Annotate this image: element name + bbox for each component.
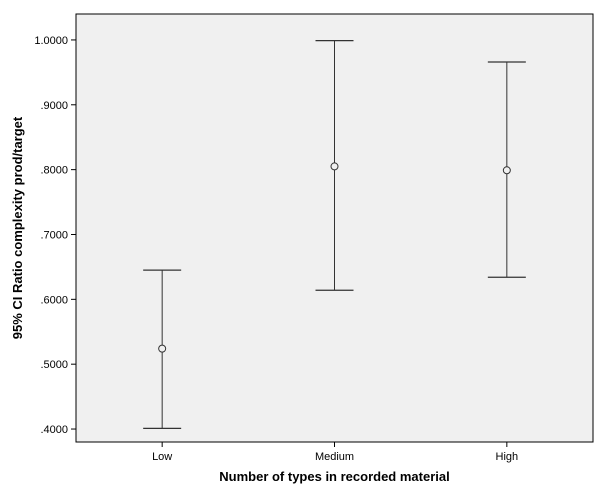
x-axis-title: Number of types in recorded material: [219, 469, 449, 484]
mean-point: [330, 162, 339, 171]
y-tick-label: .8000: [40, 165, 68, 177]
y-tick-label: .4000: [40, 424, 68, 436]
x-tick-label: Medium: [315, 451, 354, 463]
y-tick-label: .7000: [40, 229, 68, 241]
error-bars: [143, 39, 526, 429]
x-tick-label: Low: [152, 451, 172, 463]
x-tick-label: High: [496, 451, 519, 463]
x-axis-ticks: Low Medium High: [152, 442, 518, 463]
y-tick-label: .6000: [40, 294, 68, 306]
y-tick-label: .9000: [40, 100, 68, 112]
y-tick-label: .5000: [40, 359, 68, 371]
error-bar-high: [487, 61, 526, 278]
y-tick-label: 1.0000: [34, 35, 68, 47]
error-bar-medium: [315, 39, 354, 291]
mean-point: [502, 166, 511, 175]
y-axis-title: 95% CI Ratio complexity prod/target: [10, 116, 25, 339]
mean-point: [158, 344, 167, 353]
y-axis-ticks: .4000 .5000 .6000 .7000 .8000 .9000 1.0000: [34, 35, 76, 436]
error-bar-low: [143, 269, 182, 429]
